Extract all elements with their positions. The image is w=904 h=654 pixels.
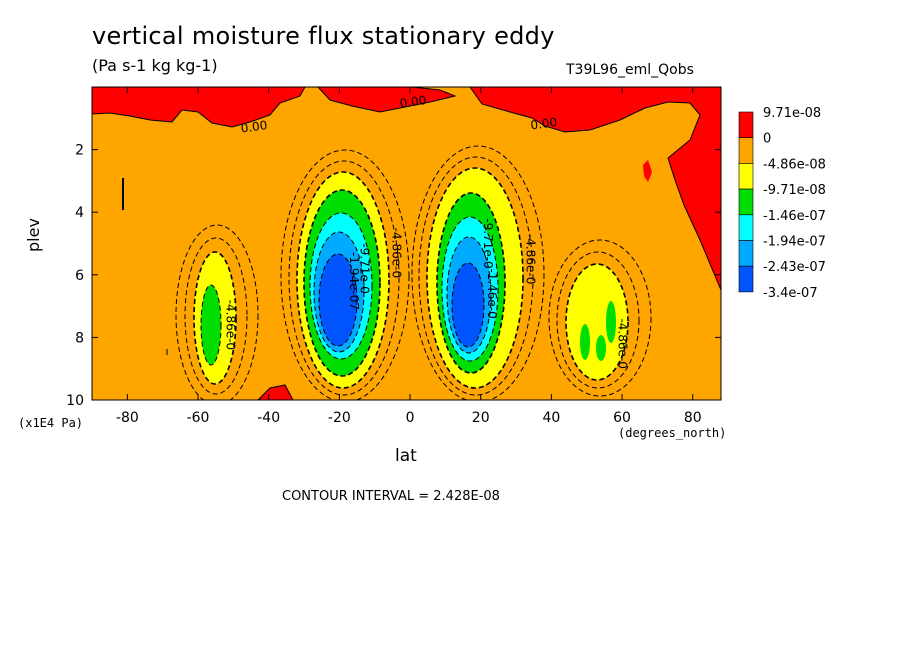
- run-label: T39L96_eml_Qobs: [566, 62, 694, 78]
- legend-swatch: [738, 240, 754, 267]
- plot-frame: [91, 86, 722, 401]
- y-tick-label: 8: [75, 330, 84, 346]
- y-axis-ticks: 2 4 6 8 10: [66, 143, 721, 409]
- contour-fill: 0.000.000.00-4.86e-0-1.94e-07-9.71e-0 -4.…: [92, 87, 721, 400]
- contour-label: -1.46e-0: [485, 268, 499, 318]
- x-axis-ticks: -80 -60 -40 -20 0 20 40 60 80: [116, 87, 702, 426]
- legend-label: -1.94e-07: [763, 235, 826, 250]
- positive-blob-right: [643, 160, 652, 182]
- legend-label: 9.71e-08: [763, 106, 821, 121]
- contour-label: -1.94e-07: [347, 252, 361, 310]
- legend-label: 0: [763, 132, 771, 147]
- negative-cell-south-subtropics: [194, 252, 236, 384]
- zero-contour-surface: [257, 384, 294, 400]
- positive-region-upper-left: [92, 87, 305, 127]
- legend-label: -1.46e-07: [763, 209, 826, 224]
- x-tick-label: -40: [257, 410, 280, 426]
- zero-contour-upper-mid: [317, 87, 457, 113]
- legend-label: -2.43e-07: [763, 260, 826, 275]
- legend-swatch: [738, 214, 754, 241]
- contour-interval: CONTOUR INTERVAL = 2.428E-08: [282, 489, 500, 504]
- contour-label: -4.86e-0: [616, 318, 630, 368]
- zero-contour-upper-right: [469, 87, 721, 291]
- y-tick-label: 10: [66, 393, 84, 409]
- chart-units: (Pa s-1 kg kg-1): [92, 56, 218, 75]
- x-tick-label: -60: [187, 410, 210, 426]
- contour-label: 0.00: [240, 118, 268, 136]
- y-tick-label: 6: [75, 268, 84, 284]
- chart-title: vertical moisture flux stationary eddy: [92, 22, 555, 50]
- x-tick-label: -20: [328, 410, 351, 426]
- contour-label: -4.86e-0: [389, 228, 403, 278]
- negative-cell-north-tropics: [427, 168, 523, 388]
- x-axis-label: lat: [395, 446, 417, 466]
- legend-label: -3.4e-07: [763, 286, 818, 301]
- contour-lines: [92, 87, 721, 400]
- y-tick-label: 4: [75, 205, 84, 221]
- legend-label: -9.71e-08: [763, 183, 826, 198]
- legend-swatch: [738, 265, 754, 293]
- legend-swatch: [738, 188, 754, 216]
- x-tick-label: 80: [684, 410, 702, 426]
- contour-labels: 0.000.000.00-4.86e-0-1.94e-07-9.71e-0 -4.…: [223, 93, 629, 369]
- x-tick-label: 40: [542, 410, 560, 426]
- y-tick-label: 2: [75, 143, 84, 159]
- contour-label: -9.71e-0: [481, 218, 495, 268]
- contour-label: 0.00: [399, 93, 427, 111]
- legend-swatch: [738, 111, 754, 139]
- legend-swatch: [738, 163, 754, 190]
- contour-label: -4.86e-0: [223, 300, 237, 350]
- x-axis-units: (degrees_north): [618, 426, 727, 440]
- contour-label: 0.00: [530, 115, 558, 133]
- positive-region-surface: [258, 385, 293, 400]
- colorbar-legend: 9.71e-08 0 -4.86e-08 -9.71e-08 -1.46e-07 -1.9…: [738, 106, 826, 301]
- contour-label: -4.86e-0: [524, 234, 538, 284]
- legend-label: -4.86e-08: [763, 157, 826, 172]
- legend-swatch: [738, 137, 754, 164]
- y-axis-units: (x1E4 Pa): [18, 416, 84, 430]
- x-tick-label: 0: [406, 410, 415, 426]
- x-tick-label: -80: [116, 410, 139, 426]
- x-tick-label: 60: [613, 410, 631, 426]
- negative-cell-north-subtropics: [566, 264, 628, 380]
- x-tick-label: 20: [472, 410, 490, 426]
- dashed-contours: [175, 145, 652, 400]
- contour-label: -9.71e-0: [358, 243, 372, 293]
- zero-contour-upper-left: [92, 87, 306, 128]
